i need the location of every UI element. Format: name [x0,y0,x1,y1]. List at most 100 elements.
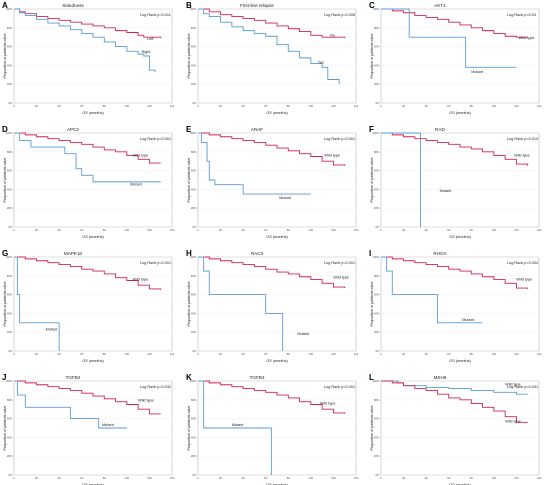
x-tick-label: 120 [331,352,336,356]
x-tick-label: 120 [514,228,519,232]
plot-area [380,132,540,228]
x-tick-label: 20 [219,352,223,356]
panel-title: RAC3 [251,251,264,256]
x-tick-label: 80 [103,476,107,480]
log-rank-label: Log Rank p=0.004 [507,261,538,265]
x-tick-label: 120 [147,228,152,232]
y-tick-label: 40% [191,187,197,191]
x-axis-label: OS (months) [82,111,104,115]
x-tick-label: 0 [197,352,199,356]
panel-title: TGFB2 [66,375,81,380]
panel-i: 0% 20% 40% 60% 80% 100% 0 20 40 60 80 100 120 140 I RHO… [369,249,542,363]
x-tick-label: 60 [80,104,84,108]
x-axis-label: OS (months) [82,483,104,485]
series-label: Wild type [133,278,149,282]
panel-letter: C [369,1,375,10]
km-curve-red [381,8,528,38]
x-tick-label: 100 [125,104,130,108]
x-tick-label: 100 [125,352,130,356]
x-axis-label: OS (months) [449,483,471,485]
panel-title: MAPK10 [64,251,83,256]
x-tick-label: 0 [13,104,15,108]
x-tick-label: 20 [35,352,39,356]
y-tick-label: 60% [191,45,197,49]
y-tick-label: 40% [7,311,13,315]
x-tick-label: 20 [402,228,406,232]
y-tick-label: 80% [7,398,13,402]
x-tick-label: 60 [80,352,84,356]
x-tick-label: 40 [58,228,62,232]
x-tick-label: 100 [492,228,497,232]
y-tick-label: 0% [8,101,13,105]
series-label: Mutant [297,332,310,336]
x-tick-label: 40 [425,228,429,232]
y-tick-label: 80% [191,398,197,402]
panel-d: 0% 20% 40% 60% 80% 100% 0 20 40 60 80 100 120 140 D APC… [2,125,175,239]
y-tick-label: 40% [374,435,380,439]
x-tick-label: 40 [425,104,429,108]
y-tick-label: 60% [191,417,197,421]
y-tick-label: 80% [191,26,197,30]
panel-title: AKT1 [434,3,446,8]
y-tick-label: 80% [374,150,380,154]
plot-area [197,132,357,228]
y-tick-label: 100% [189,7,197,11]
km-curve-blue [14,256,60,351]
panel-g: 0% 20% 40% 60% 80% 100% 0 20 40 60 80 100 120 140 G MAP… [2,249,175,363]
x-tick-label: 80 [103,352,107,356]
panel-letter: L [369,373,374,382]
panel-title: Sidedness [62,3,84,8]
x-tick-label: 20 [219,228,223,232]
y-tick-label: 80% [374,26,380,30]
panel-title: APC2 [67,127,79,132]
series-label: Mutant [462,318,475,322]
x-tick-label: 80 [470,104,474,108]
x-tick-label: 100 [309,352,314,356]
y-tick-label: 20% [191,454,197,458]
panel-title: RHOA [433,251,447,256]
y-tick-label: 20% [191,82,197,86]
km-curve-blue [198,8,340,85]
y-axis-label: Proportion of patients alive [187,34,191,79]
x-tick-label: 120 [514,104,519,108]
x-tick-label: 20 [402,476,406,480]
y-tick-label: 20% [7,82,13,86]
x-tick-label: 80 [287,476,291,480]
y-axis-label: Proportion of patients alive [370,34,374,79]
y-tick-label: 40% [7,63,13,67]
panel-letter: F [369,125,374,134]
y-tick-label: 20% [191,330,197,334]
x-tick-label: 60 [264,228,268,232]
x-tick-label: 140 [170,104,175,108]
x-tick-label: 40 [58,476,62,480]
x-tick-label: 0 [13,476,15,480]
x-tick-label: 60 [264,104,268,108]
y-tick-label: 100% [372,255,380,259]
y-tick-label: 40% [7,187,13,191]
log-rank-label: Log Rank p=0.032 [140,385,171,389]
panel-title: TGFB3 [250,375,265,380]
y-axis-label: Proportion of patients alive [370,158,374,203]
y-tick-label: 20% [7,206,13,210]
y-tick-label: 100% [189,379,197,383]
y-tick-label: 80% [7,274,13,278]
plot-area [380,380,540,476]
y-tick-label: 40% [374,187,380,191]
y-tick-label: 60% [7,45,13,49]
series-label: Wild type [505,419,521,423]
panel-c: 0% 20% 40% 60% 80% 100% 0 20 40 60 80 100 120 140 C AKT… [369,1,542,115]
log-rank-label: Log Rank p=0.001 [324,137,355,141]
x-tick-label: 0 [197,476,199,480]
panel-letter: G [2,249,8,258]
km-curve-red [381,380,528,423]
y-tick-label: 60% [374,169,380,173]
x-tick-label: 60 [447,104,451,108]
x-tick-label: 120 [331,476,336,480]
series-label: Wild type [519,36,535,40]
series-label: Wild type [333,276,349,280]
x-tick-label: 140 [170,352,175,356]
y-tick-label: 100% [189,131,197,135]
x-tick-label: 120 [514,352,519,356]
x-tick-label: 120 [147,352,152,356]
